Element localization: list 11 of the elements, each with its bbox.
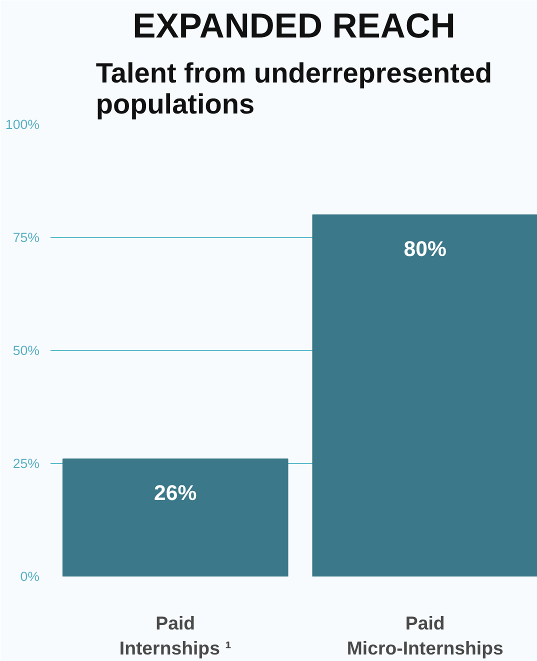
data-label: 26% [154, 480, 197, 505]
chart-subtitle: Talent from underrepresented populations [96, 58, 492, 120]
y-tick-label: 50% [12, 343, 40, 358]
y-tick-label: 75% [12, 230, 40, 245]
y-tick-label: 25% [12, 456, 40, 471]
x-tick-label: Paid Internships ¹ [119, 612, 232, 659]
y-tick-label: 100% [5, 117, 40, 132]
chart-title: EXPANDED REACH [132, 8, 456, 46]
y-tick-label: 0% [20, 569, 40, 584]
x-tick-label: Paid Micro-Internships [346, 612, 504, 659]
data-label: 80% [404, 236, 446, 261]
